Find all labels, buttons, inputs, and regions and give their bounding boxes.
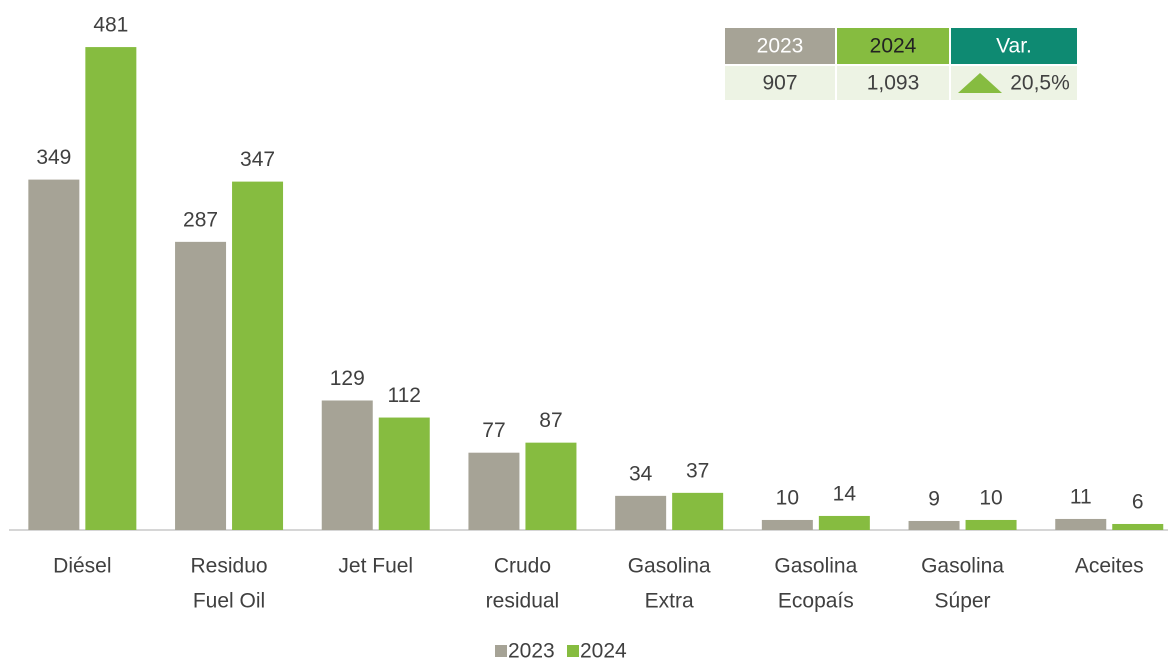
x-tick-label: Gasolina — [921, 555, 1004, 578]
header-text: Var. — [996, 35, 1032, 58]
data-label: 112 — [388, 384, 421, 407]
cell-text: 20,5% — [1010, 72, 1070, 95]
bar — [28, 179, 80, 530]
summary-table: 2023 2024 Var. 907 1,093 20,5% — [725, 28, 1077, 100]
bar — [908, 520, 960, 530]
x-tick-label: Diésel — [53, 555, 111, 578]
data-label: 287 — [183, 208, 218, 231]
data-label: 9 — [928, 488, 940, 511]
data-label: 11 — [1070, 486, 1092, 509]
data-label: 37 — [686, 459, 709, 482]
legend-label: 2024 — [580, 640, 627, 663]
data-label: 129 — [330, 367, 365, 390]
cell-text: 1,093 — [867, 72, 920, 95]
data-label: 481 — [93, 14, 128, 37]
x-tick-label: Fuel Oil — [193, 590, 265, 613]
header-cell — [725, 28, 835, 64]
header-text: 2023 — [757, 35, 804, 58]
bar — [85, 47, 137, 531]
bar — [965, 519, 1017, 530]
x-tick-label: Jet Fuel — [338, 555, 413, 578]
data-label: 14 — [833, 482, 857, 505]
x-tick-label: Aceites — [1075, 555, 1144, 578]
bar — [1112, 523, 1164, 530]
up-arrow — [958, 73, 1002, 93]
legend-swatch — [567, 645, 579, 657]
bar — [1055, 518, 1107, 530]
data-label: 347 — [240, 148, 275, 171]
x-tick-label: Gasolina — [774, 555, 857, 578]
data-label: 77 — [482, 419, 505, 442]
header-cell — [951, 28, 1077, 64]
data-label: 87 — [539, 409, 562, 432]
x-tick-label: Residuo — [191, 555, 268, 578]
data-label: 10 — [776, 487, 799, 510]
data-label: 6 — [1132, 491, 1144, 514]
cell — [837, 66, 949, 100]
bar — [468, 452, 520, 530]
x-tick-label: Gasolina — [628, 555, 711, 578]
bar — [818, 515, 870, 530]
x-tick-label: Ecopaís — [778, 590, 854, 613]
data-label: 349 — [36, 146, 71, 169]
bar — [321, 400, 373, 530]
data-label: 34 — [629, 462, 653, 485]
bar — [378, 417, 430, 530]
bar — [232, 181, 284, 530]
bar — [175, 241, 227, 531]
x-tick-label: Súper — [935, 590, 991, 613]
bar — [672, 492, 724, 530]
x-tick-label: Crudo — [494, 555, 551, 578]
legend-label: 2023 — [508, 640, 555, 663]
x-tick-label: residual — [486, 590, 560, 613]
header-text: 2024 — [870, 35, 917, 58]
legend-swatch — [495, 645, 507, 657]
header-cell — [837, 28, 949, 64]
bar — [761, 519, 813, 530]
bar — [525, 442, 577, 530]
x-tick-label: Extra — [645, 590, 694, 613]
cell — [725, 66, 835, 100]
data-label: 10 — [979, 487, 1002, 510]
bar — [615, 495, 667, 530]
cell-text: 907 — [762, 72, 797, 95]
